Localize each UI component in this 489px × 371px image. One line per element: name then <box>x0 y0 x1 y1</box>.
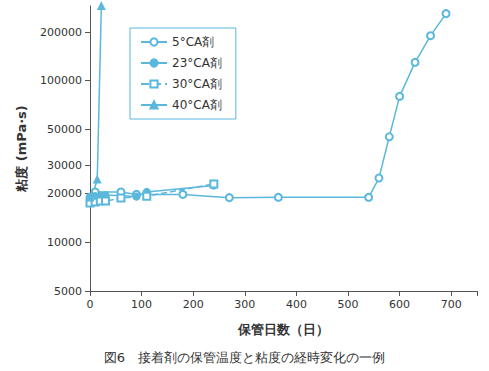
svg-text:図6 接着剤の保管温度と粘度の経時変化の一例: 図6 接着剤の保管温度と粘度の経時変化の一例 <box>104 350 385 365</box>
svg-text:30°CA剤: 30°CA剤 <box>172 77 222 91</box>
svg-text:200: 200 <box>183 298 204 311</box>
svg-text:400: 400 <box>286 298 307 311</box>
svg-text:600: 600 <box>389 298 410 311</box>
svg-text:500: 500 <box>338 298 359 311</box>
svg-text:0: 0 <box>87 298 94 311</box>
svg-text:20000: 20000 <box>47 187 82 200</box>
svg-text:700: 700 <box>441 298 462 311</box>
svg-text:23°CA剤: 23°CA剤 <box>172 56 222 70</box>
svg-text:300: 300 <box>234 298 255 311</box>
svg-text:5°CA剤: 5°CA剤 <box>172 35 214 49</box>
svg-text:粘度 (mPa·s): 粘度 (mPa·s) <box>14 105 29 193</box>
svg-text:100: 100 <box>131 298 152 311</box>
svg-text:5000: 5000 <box>54 285 82 298</box>
svg-text:保管日数（日）: 保管日数（日） <box>237 322 329 337</box>
svg-text:10000: 10000 <box>47 236 82 249</box>
svg-text:30000: 30000 <box>47 159 82 172</box>
svg-text:200000: 200000 <box>40 26 82 39</box>
svg-text:50000: 50000 <box>47 123 82 136</box>
svg-text:100000: 100000 <box>40 74 82 87</box>
svg-text:40°CA剤: 40°CA剤 <box>172 98 222 112</box>
